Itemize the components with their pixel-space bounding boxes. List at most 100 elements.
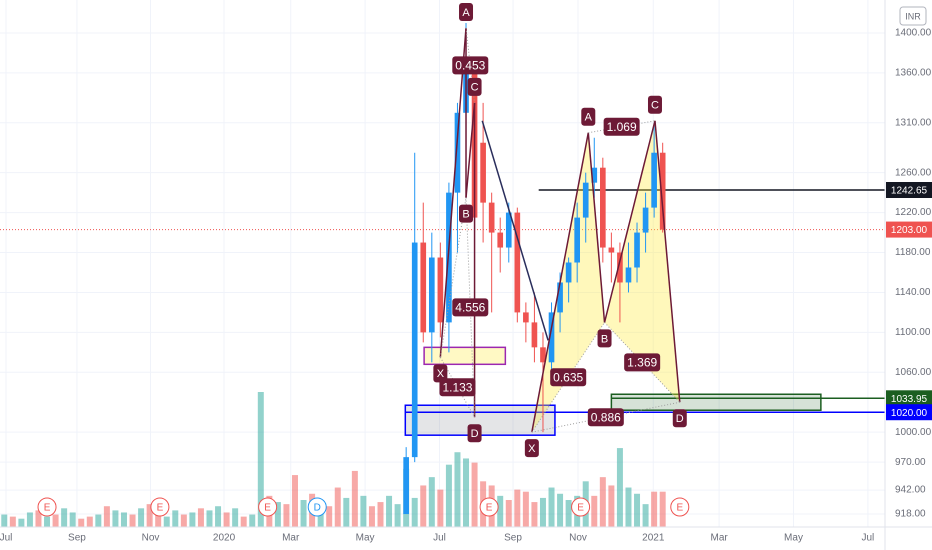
- volume-bar: [120, 512, 127, 527]
- event-label: D: [314, 503, 321, 514]
- volume-bar: [411, 497, 418, 527]
- candle-body: [625, 267, 632, 283]
- point-label: C: [471, 82, 479, 94]
- x-tick-label: Sep: [504, 533, 522, 544]
- volume-bar: [232, 508, 239, 527]
- point-label: A: [585, 112, 593, 124]
- point-label-box: [672, 409, 687, 428]
- volume-bar: [274, 502, 281, 527]
- pattern-ratio-line: [439, 357, 475, 418]
- y-tick-label: 1310.00: [895, 117, 932, 128]
- x-tick-label: May: [784, 533, 803, 544]
- price-line-label-box: [886, 181, 932, 198]
- candle-body: [505, 212, 512, 248]
- volume-bar: [206, 510, 213, 527]
- ratio-label: 1.069: [607, 120, 637, 134]
- volume-bar: [608, 485, 615, 527]
- point-label: D: [471, 428, 479, 440]
- volume-bar: [223, 512, 230, 527]
- x-tick-label: 2021: [642, 533, 665, 544]
- point-label: B: [462, 209, 469, 221]
- candle-body: [411, 242, 418, 458]
- y-tick-label: 1260.00: [895, 167, 932, 178]
- volume-bar: [283, 504, 290, 527]
- price-line-label: 1033.95: [891, 394, 928, 405]
- x-tick-label: Mar: [710, 533, 728, 544]
- pattern-leg: [465, 102, 476, 198]
- ratio-label-box: [624, 353, 661, 372]
- candle-body: [642, 207, 649, 233]
- candle-body: [437, 257, 444, 323]
- range-box: [610, 393, 822, 411]
- point-label: A: [462, 7, 470, 19]
- candle-body: [557, 282, 563, 313]
- volume-bar: [163, 516, 170, 527]
- volume-bar: [52, 514, 59, 527]
- volume-bar: [539, 497, 546, 527]
- ratio-label: 1.369: [627, 355, 657, 369]
- point-label-box: [433, 364, 448, 383]
- point-label: X: [528, 443, 536, 455]
- ratio-label-box: [439, 378, 476, 397]
- candle-body: [420, 242, 427, 333]
- volume-bar: [26, 512, 33, 527]
- volume-bar: [146, 504, 153, 527]
- price-line-label: 1242.65: [891, 186, 928, 197]
- volume-bar: [86, 516, 93, 527]
- x-tick-label: May: [356, 533, 375, 544]
- event-marker: [37, 497, 57, 517]
- candle-body: [403, 457, 409, 515]
- volume-bar: [69, 512, 76, 527]
- volume-bar: [257, 392, 264, 527]
- volume-bar: [1, 514, 8, 527]
- candle-body: [480, 142, 486, 203]
- event-marker: [479, 497, 499, 517]
- y-tick-label: 1000.00: [895, 427, 932, 438]
- volume-bar: [334, 487, 341, 527]
- price-line-label: 1203.00: [891, 225, 928, 236]
- candle-body: [523, 312, 529, 323]
- event-label: E: [676, 503, 683, 514]
- ratio-label-box: [603, 117, 640, 136]
- pattern-ratio-line: [531, 322, 605, 433]
- point-label: D: [676, 413, 684, 425]
- volume-bar: [616, 448, 623, 527]
- event-label: E: [157, 503, 164, 514]
- event-label: E: [486, 503, 493, 514]
- candle-body: [531, 322, 538, 348]
- candle-body: [659, 152, 666, 230]
- volume-bar: [300, 500, 307, 527]
- volume-bar: [180, 514, 187, 527]
- volume-bar: [360, 495, 367, 527]
- volume-bar: [292, 475, 298, 527]
- volume-bar: [112, 510, 119, 527]
- point-label-box: [459, 204, 474, 223]
- pattern-leg: [654, 120, 681, 403]
- y-tick-label: 1360.00: [895, 68, 932, 79]
- x-tick-label: Jul: [433, 533, 446, 544]
- x-tick-label: Jul: [862, 533, 875, 544]
- candle-body: [574, 217, 580, 263]
- point-label: C: [651, 100, 659, 112]
- event-label: E: [264, 503, 271, 514]
- volume-bar: [44, 516, 51, 527]
- event-marker: [307, 497, 327, 517]
- y-tick-label: 1180.00: [895, 247, 931, 258]
- volume-bar: [61, 508, 68, 527]
- volume-bar: [172, 510, 179, 527]
- volume-bar: [343, 497, 350, 527]
- ratio-label-box: [452, 56, 489, 75]
- ratio-label: 4.556: [455, 301, 485, 315]
- volume-bar: [386, 495, 393, 527]
- point-label-box: [467, 424, 482, 443]
- price-line-label-box: [886, 404, 932, 421]
- candle-body: [591, 167, 598, 183]
- volume-bar: [368, 506, 375, 527]
- x-tick-label: Nov: [142, 533, 160, 544]
- candle-body: [497, 232, 504, 248]
- candle-body: [548, 312, 555, 363]
- point-label-box: [524, 439, 539, 458]
- volume-bar: [557, 493, 564, 527]
- point-label-box: [647, 95, 662, 114]
- volume-bar: [514, 489, 521, 527]
